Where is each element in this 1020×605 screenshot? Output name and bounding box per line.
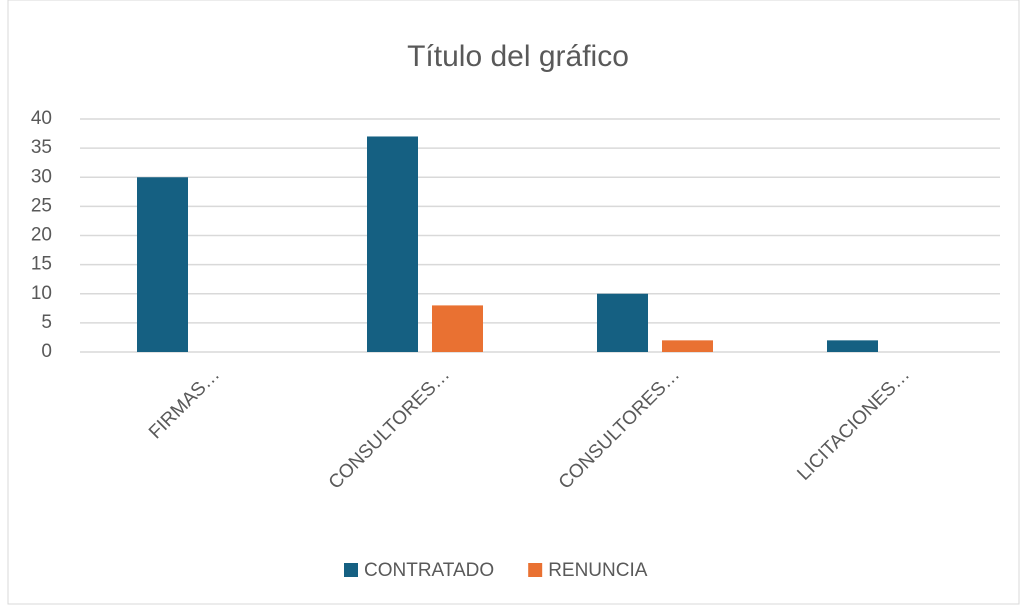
y-tick-label: 20 <box>31 225 52 246</box>
y-tick-label: 25 <box>31 195 52 216</box>
bar <box>827 340 878 352</box>
bar <box>662 340 713 352</box>
bar <box>367 136 418 352</box>
y-tick-label: 35 <box>31 137 52 158</box>
legend-label: RENUNCIA <box>548 560 648 581</box>
y-tick-label: 5 <box>41 312 52 333</box>
y-tick-label: 0 <box>41 341 52 362</box>
legend-label: CONTRATADO <box>364 560 494 581</box>
y-tick-label: 15 <box>31 254 52 275</box>
bar <box>597 293 648 352</box>
y-tick-label: 40 <box>31 108 52 129</box>
bar <box>432 305 483 352</box>
legend-swatch <box>528 563 543 577</box>
legend-swatch <box>344 563 358 577</box>
chart-title: Título del gráfico <box>407 40 629 73</box>
bar <box>137 177 188 352</box>
y-tick-label: 10 <box>31 283 52 304</box>
y-tick-label: 30 <box>31 166 52 187</box>
